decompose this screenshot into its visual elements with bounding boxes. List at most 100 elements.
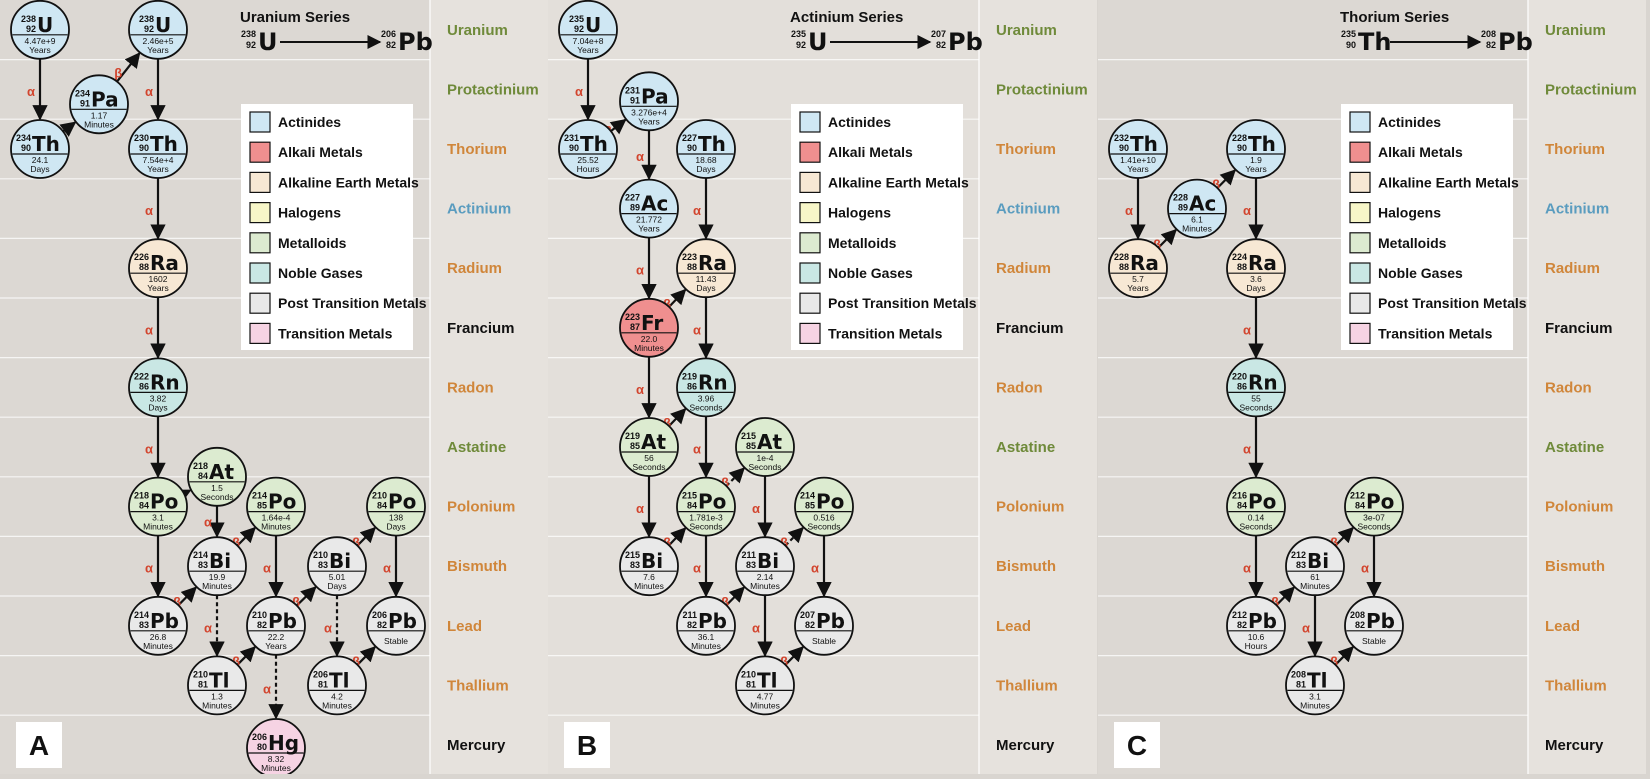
decay-label-beta: β xyxy=(114,65,122,80)
nuclide-halflife-unit: Days xyxy=(696,283,715,293)
nuclide-halflife-unit: Seconds xyxy=(807,522,840,532)
legend-label-noble: Noble Gases xyxy=(828,265,913,281)
nuclide-halflife-unit: Seconds xyxy=(748,462,781,472)
row-label-polonium: Polonium xyxy=(1545,499,1613,516)
decay-label-beta: β xyxy=(721,475,729,490)
nuclide-halflife: 1.9 xyxy=(1250,155,1262,165)
nuclide-z: 85 xyxy=(257,501,267,511)
nuclide-halflife: 4.2 xyxy=(331,691,343,701)
nuclide-z: 82 xyxy=(1237,620,1247,630)
series-from-z: 92 xyxy=(246,40,256,50)
nuclide-z: 84 xyxy=(377,501,387,511)
legend-label-actinides: Actinides xyxy=(828,114,891,130)
nuclide-mass: 231 xyxy=(625,85,640,95)
legend-swatch-noble xyxy=(249,262,271,284)
nuclide-circle xyxy=(558,0,618,60)
legend-label-noble: Noble Gases xyxy=(278,265,363,281)
decay-label-beta: β xyxy=(721,594,729,609)
legend-swatch-post xyxy=(249,292,271,314)
nuclide-halflife: 1.3 xyxy=(211,691,223,701)
nuclide-symbol: Th xyxy=(32,132,60,156)
nuclide-halflife-unit: Years xyxy=(147,283,168,293)
nuclide-halflife-unit: Minutes xyxy=(634,343,664,353)
nuclide-mass: 228 xyxy=(1232,133,1247,143)
nuclide-halflife-unit: Days xyxy=(1246,283,1265,293)
nuclide-symbol: Pb xyxy=(388,609,417,633)
nuclide-z: 88 xyxy=(1237,262,1247,272)
nuclide-halflife-unit: Days xyxy=(696,164,715,174)
nuclide-mass: 214 xyxy=(252,491,267,501)
nuclide-halflife-unit: Years xyxy=(1245,164,1266,174)
legend-swatch-post xyxy=(1349,292,1371,314)
series-from-mass: 235 xyxy=(791,29,806,39)
nuclide-z: 82 xyxy=(257,620,267,630)
legend-swatch-transition xyxy=(1349,322,1371,344)
nuclide-halflife: 25.52 xyxy=(577,155,599,165)
nuclide-z: 83 xyxy=(1296,560,1306,570)
decay-arrow-tl210-pb210 xyxy=(236,646,256,666)
nuclide-halflife-unit: Minutes xyxy=(202,581,232,591)
nuclide-symbol: Pb xyxy=(698,609,727,633)
row-label-thorium: Thorium xyxy=(1545,141,1605,158)
decay-label-alpha: α xyxy=(636,382,644,397)
decay-arrow-pb212-bi212 xyxy=(1275,586,1295,606)
row-label-uranium: Uranium xyxy=(447,22,508,39)
nuclide-z: 92 xyxy=(144,24,154,34)
decay-label-alpha: α xyxy=(1243,203,1251,218)
row-label-mercury: Mercury xyxy=(1545,737,1604,754)
nuclide-circle xyxy=(366,476,426,537)
panel-letter: B xyxy=(577,730,597,761)
panel-letter: C xyxy=(1127,730,1147,761)
nuclide-halflife-unit: Minutes xyxy=(1300,700,1330,710)
nuclide-circle xyxy=(187,446,247,507)
nuclide-z: 83 xyxy=(198,560,208,570)
decay-arrow-tl206-pb206 xyxy=(356,646,376,666)
nuclide-circle xyxy=(794,595,854,656)
nuclide-mass: 234 xyxy=(16,133,31,143)
nuclide-mass: 224 xyxy=(1232,252,1247,262)
nuclide-symbol: Pa xyxy=(641,84,669,108)
nuclide-z: 83 xyxy=(139,620,149,630)
decay-label-alpha: α xyxy=(752,501,760,516)
nuclide-halflife: 61 xyxy=(1310,572,1320,582)
nuclide-mass: 212 xyxy=(1291,550,1306,560)
nuclide-halflife: 1.17 xyxy=(91,110,108,120)
nuclide-halflife-unit: Days xyxy=(30,164,49,174)
nuclide-symbol: Bi xyxy=(757,549,779,573)
nuclide-z: 90 xyxy=(687,143,697,153)
legend-label-transition: Transition Metals xyxy=(278,325,393,341)
decay-label-beta: β xyxy=(663,535,671,550)
nuclide-z: 82 xyxy=(805,620,815,630)
legend-swatch-metalloids xyxy=(249,232,271,254)
nuclide-circle xyxy=(1226,595,1286,656)
nuclide-halflife-unit: Seconds xyxy=(1357,522,1390,532)
nuclide-mass: 214 xyxy=(134,610,149,620)
nuclide-symbol: U xyxy=(155,13,171,37)
nuclide-halflife: 2.14 xyxy=(757,572,774,582)
nuclide-circle xyxy=(558,119,618,179)
nuclide-halflife-unit: Hours xyxy=(1245,641,1268,651)
nuclide-circle xyxy=(366,595,426,656)
row-label-thorium: Thorium xyxy=(996,141,1056,158)
decay-label-beta: β xyxy=(1330,535,1338,550)
nuclide-z: 85 xyxy=(805,501,815,511)
nuclide-z: 87 xyxy=(630,322,640,332)
nuclide-halflife-unit: Minutes xyxy=(750,581,780,591)
nuclide-symbol: Rn xyxy=(698,370,728,394)
nuclide-halflife-unit: Minutes xyxy=(1182,224,1212,234)
nuclide-halflife: 21.772 xyxy=(636,215,662,225)
nuclide-halflife: 3e-07 xyxy=(1363,513,1385,523)
legend-label-transition: Transition Metals xyxy=(828,325,943,341)
nuclide-halflife: 8.32 xyxy=(268,754,285,764)
nuclide-circle xyxy=(246,476,306,537)
